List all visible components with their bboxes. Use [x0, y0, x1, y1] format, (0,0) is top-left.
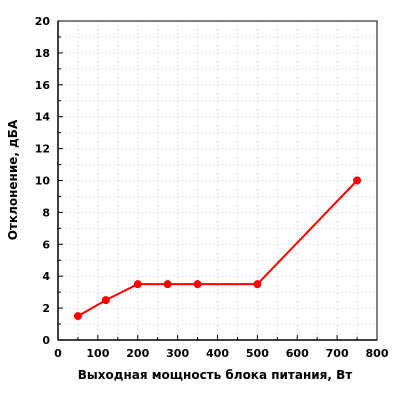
data-point [253, 280, 262, 289]
data-point [133, 280, 142, 289]
data-point [353, 176, 362, 185]
y-tick-label: 0 [42, 334, 50, 347]
x-tick-label: 200 [126, 347, 149, 360]
x-tick-label: 800 [366, 347, 389, 360]
y-tick-label: 6 [42, 238, 50, 251]
y-tick-label: 4 [42, 270, 50, 283]
x-tick-label: 400 [206, 347, 229, 360]
y-tick-label: 2 [42, 302, 50, 315]
x-tick-label: 600 [286, 347, 309, 360]
x-tick-label: 300 [166, 347, 189, 360]
data-point [163, 280, 172, 289]
axes [57, 20, 378, 341]
y-tick-label: 10 [35, 175, 51, 188]
data-point [193, 280, 202, 289]
grid [58, 21, 377, 340]
plot-frame [57, 20, 378, 341]
y-tick-label: 12 [35, 143, 50, 156]
x-tick-labels: 0 100 200 300 400 500 600 700 800 [54, 347, 389, 360]
series-line [77, 179, 358, 317]
series [73, 176, 362, 321]
x-tick-label: 500 [246, 347, 269, 360]
data-point [73, 312, 82, 321]
x-tick-label: 0 [54, 347, 62, 360]
y-tick-label: 18 [35, 47, 50, 60]
y-axis-title: Отклонение, дБА [6, 119, 20, 240]
y-tick-labels: 0 2 4 6 8 10 12 14 16 18 20 [35, 15, 51, 347]
x-axis-title: Выходная мощность блока питания, Вт [78, 368, 353, 382]
y-tick-label: 20 [35, 15, 51, 28]
x-tick-label: 100 [86, 347, 109, 360]
y-tick-label: 16 [35, 79, 51, 92]
y-tick-label: 8 [42, 206, 50, 219]
x-tick-label: 700 [326, 347, 349, 360]
y-tick-label: 14 [35, 111, 51, 124]
data-point [101, 296, 110, 305]
